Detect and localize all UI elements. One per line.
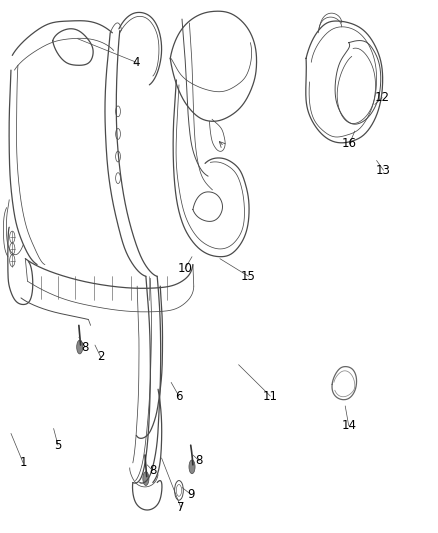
Text: 16: 16 — [342, 138, 357, 150]
Text: 2: 2 — [97, 350, 104, 364]
Text: 8: 8 — [81, 341, 88, 353]
Circle shape — [77, 340, 83, 354]
Text: 8: 8 — [149, 464, 156, 477]
Text: 7: 7 — [177, 500, 184, 514]
Text: 15: 15 — [241, 270, 256, 283]
Text: 14: 14 — [341, 419, 356, 432]
Circle shape — [189, 460, 195, 474]
Text: 1: 1 — [19, 456, 27, 470]
Text: 9: 9 — [187, 488, 194, 501]
Text: 5: 5 — [54, 439, 62, 451]
Text: 12: 12 — [374, 91, 390, 104]
Circle shape — [143, 472, 149, 486]
Text: 6: 6 — [175, 390, 183, 402]
Text: 4: 4 — [133, 56, 140, 69]
Text: 13: 13 — [376, 164, 391, 177]
Text: 11: 11 — [263, 390, 278, 402]
Text: 10: 10 — [178, 262, 192, 275]
Text: 8: 8 — [196, 455, 203, 467]
